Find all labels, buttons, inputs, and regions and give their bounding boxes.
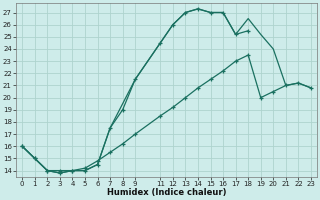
X-axis label: Humidex (Indice chaleur): Humidex (Indice chaleur) xyxy=(107,188,226,197)
